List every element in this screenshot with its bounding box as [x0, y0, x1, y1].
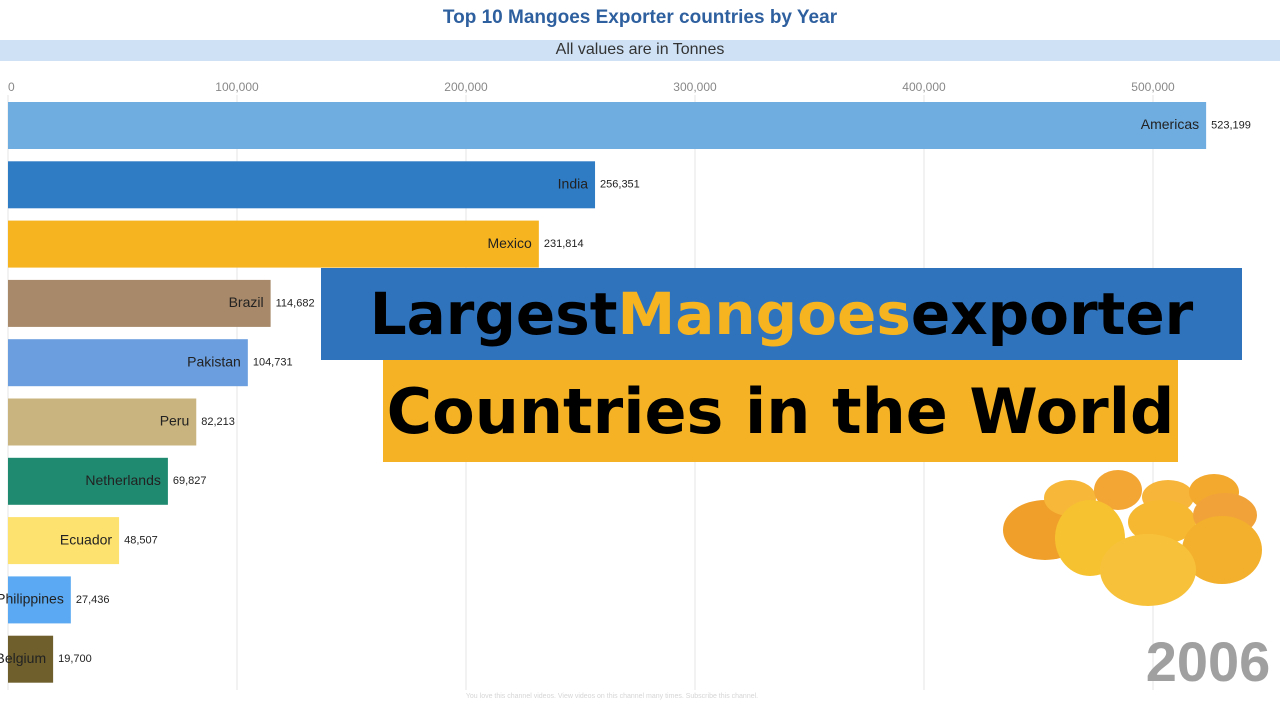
- value-label: 523,199: [1211, 119, 1251, 131]
- headline-line2: Countries in the World: [383, 360, 1178, 462]
- bar: [8, 102, 1207, 149]
- bars: Americas 523,199 India 256,351 Mexico 231,814…: [0, 102, 1251, 683]
- bar-category-label: Netherlands: [85, 472, 161, 488]
- footnote: You love this channel videos. View video…: [466, 693, 758, 700]
- bar: [8, 517, 120, 565]
- headline-highlight: Mangoes: [617, 280, 911, 348]
- chart-title: Top 10 Mangoes Exporter countries by Yea…: [443, 7, 838, 28]
- bar: [8, 457, 168, 505]
- bar-category-label: Peru: [160, 413, 190, 429]
- value-label: 82,213: [201, 416, 235, 428]
- year-label: 2006: [1146, 630, 1271, 693]
- bar-category-label: Philippines: [0, 591, 64, 607]
- bar: [8, 220, 539, 268]
- bar-category-label: Ecuador: [60, 531, 112, 547]
- bar-category-label: Belgium: [0, 650, 46, 666]
- bar-category-label: Americas: [1141, 116, 1199, 132]
- bar: [8, 635, 54, 683]
- value-label: 231,814: [544, 238, 584, 250]
- value-label: 69,827: [173, 475, 207, 487]
- x-tick-label: 0: [8, 80, 15, 94]
- chart-subtitle: All values are in Tonnes: [556, 41, 725, 58]
- bar-category-label: Brazil: [229, 294, 264, 310]
- bar-category-label: Mexico: [487, 235, 532, 251]
- bar: [8, 339, 248, 387]
- x-tick-label: 500,000: [1131, 80, 1175, 94]
- bar: [8, 398, 197, 446]
- bar: [8, 161, 596, 209]
- value-label: 27,436: [76, 594, 110, 606]
- bar: [8, 279, 271, 327]
- x-tick-label: 400,000: [902, 80, 946, 94]
- mangoes: [1003, 470, 1262, 606]
- bar: [8, 576, 71, 624]
- x-tick-label: 300,000: [673, 80, 717, 94]
- bar-category-label: Pakistan: [187, 353, 241, 369]
- x-tick-label: 200,000: [444, 80, 488, 94]
- value-label: 114,682: [276, 297, 315, 309]
- bar-category-label: India: [558, 176, 589, 192]
- value-label: 104,731: [253, 357, 293, 369]
- value-label: 19,700: [58, 653, 92, 665]
- headline-word: exporter: [910, 280, 1194, 348]
- value-label: 48,507: [124, 535, 158, 547]
- value-label: 256,351: [600, 179, 640, 191]
- x-tick-label: 100,000: [215, 80, 259, 94]
- headline-word: Largest: [369, 280, 618, 348]
- headline-line1: Largest Mangoes exporter: [321, 268, 1242, 360]
- subtitle-band: [0, 40, 1280, 61]
